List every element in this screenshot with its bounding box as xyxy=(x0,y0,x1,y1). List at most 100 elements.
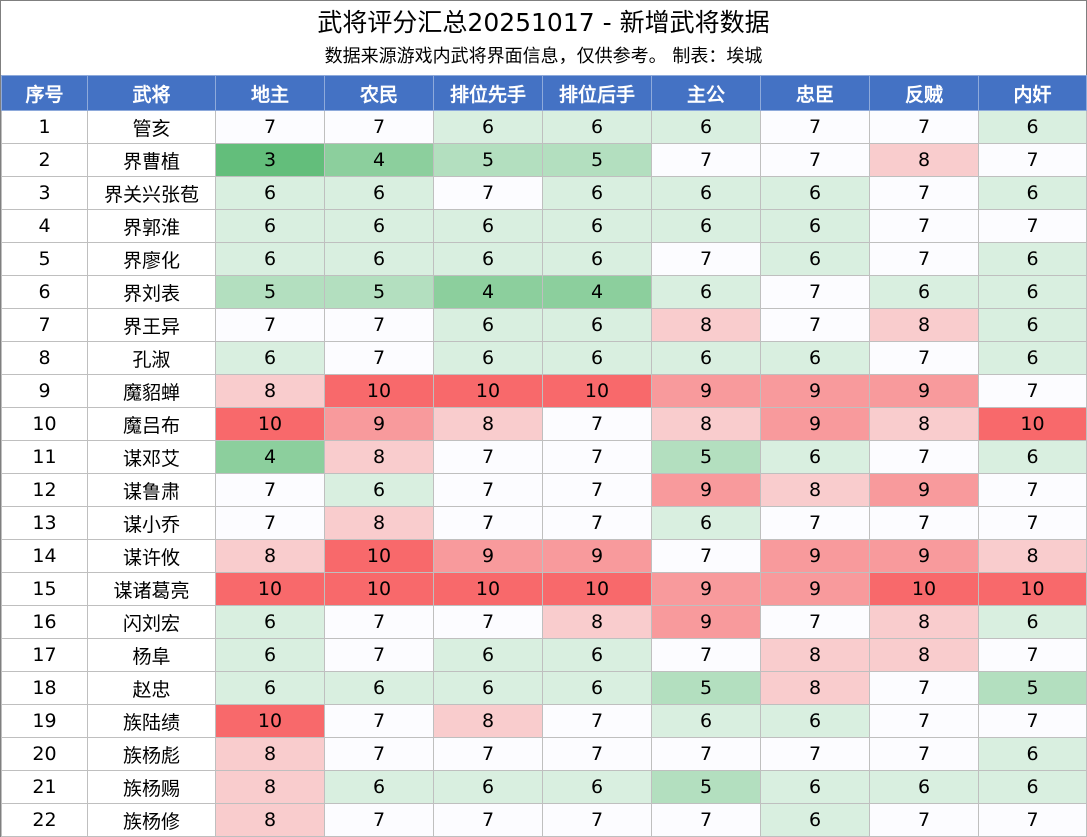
general-name-cell[interactable]: 魔貂蝉 xyxy=(87,374,216,408)
score-cell[interactable]: 6 xyxy=(651,110,761,144)
general-name-cell[interactable]: 谋邓艾 xyxy=(87,440,216,474)
score-cell[interactable]: 6 xyxy=(651,341,761,375)
score-cell[interactable]: 8 xyxy=(869,605,979,639)
score-cell[interactable]: 10 xyxy=(215,407,325,441)
score-cell[interactable]: 6 xyxy=(760,770,870,804)
row-number-cell[interactable]: 7 xyxy=(1,308,88,342)
score-cell[interactable]: 4 xyxy=(433,275,543,309)
score-cell[interactable]: 10 xyxy=(542,572,652,606)
score-cell[interactable]: 4 xyxy=(542,275,652,309)
score-cell[interactable]: 7 xyxy=(542,407,652,441)
score-cell[interactable]: 7 xyxy=(869,440,979,474)
score-cell[interactable]: 7 xyxy=(542,803,652,837)
score-cell[interactable]: 9 xyxy=(869,539,979,573)
score-cell[interactable]: 9 xyxy=(433,539,543,573)
general-name-cell[interactable]: 谋小乔 xyxy=(87,506,216,540)
score-cell[interactable]: 6 xyxy=(869,770,979,804)
score-cell[interactable]: 8 xyxy=(869,638,979,672)
score-cell[interactable]: 6 xyxy=(542,110,652,144)
general-name-cell[interactable]: 魔吕布 xyxy=(87,407,216,441)
row-number-cell[interactable]: 13 xyxy=(1,506,88,540)
score-cell[interactable]: 7 xyxy=(215,473,325,507)
column-header[interactable]: 反贼 xyxy=(869,75,979,111)
general-name-cell[interactable]: 族杨修 xyxy=(87,803,216,837)
score-cell[interactable]: 8 xyxy=(651,308,761,342)
score-cell[interactable]: 7 xyxy=(869,209,979,243)
score-cell[interactable]: 7 xyxy=(978,704,1087,738)
score-cell[interactable]: 6 xyxy=(760,803,870,837)
score-cell[interactable]: 5 xyxy=(651,770,761,804)
score-cell[interactable]: 10 xyxy=(542,374,652,408)
score-cell[interactable]: 9 xyxy=(760,374,870,408)
score-cell[interactable]: 6 xyxy=(542,176,652,210)
score-cell[interactable]: 7 xyxy=(542,704,652,738)
score-cell[interactable]: 7 xyxy=(869,110,979,144)
score-cell[interactable]: 6 xyxy=(978,242,1087,276)
score-cell[interactable]: 10 xyxy=(215,572,325,606)
score-cell[interactable]: 8 xyxy=(215,803,325,837)
score-cell[interactable]: 9 xyxy=(651,605,761,639)
row-number-cell[interactable]: 22 xyxy=(1,803,88,837)
column-header[interactable]: 武将 xyxy=(87,75,216,111)
score-cell[interactable]: 10 xyxy=(324,572,434,606)
score-cell[interactable]: 8 xyxy=(542,605,652,639)
score-cell[interactable]: 7 xyxy=(760,275,870,309)
score-cell[interactable]: 7 xyxy=(542,440,652,474)
score-cell[interactable]: 9 xyxy=(651,374,761,408)
score-cell[interactable]: 7 xyxy=(651,242,761,276)
score-cell[interactable]: 7 xyxy=(651,143,761,177)
score-cell[interactable]: 6 xyxy=(433,308,543,342)
general-name-cell[interactable]: 谋诸葛亮 xyxy=(87,572,216,606)
score-cell[interactable]: 6 xyxy=(651,209,761,243)
score-cell[interactable]: 6 xyxy=(433,209,543,243)
score-cell[interactable]: 8 xyxy=(433,407,543,441)
score-cell[interactable]: 7 xyxy=(869,737,979,771)
row-number-cell[interactable]: 10 xyxy=(1,407,88,441)
score-cell[interactable]: 6 xyxy=(542,671,652,705)
score-cell[interactable]: 6 xyxy=(324,209,434,243)
row-number-cell[interactable]: 5 xyxy=(1,242,88,276)
general-name-cell[interactable]: 闪刘宏 xyxy=(87,605,216,639)
score-cell[interactable]: 8 xyxy=(978,539,1087,573)
score-cell[interactable]: 8 xyxy=(869,143,979,177)
score-cell[interactable]: 4 xyxy=(324,143,434,177)
score-cell[interactable]: 9 xyxy=(542,539,652,573)
row-number-cell[interactable]: 6 xyxy=(1,275,88,309)
score-cell[interactable]: 7 xyxy=(651,803,761,837)
score-cell[interactable]: 10 xyxy=(869,572,979,606)
score-cell[interactable]: 8 xyxy=(651,407,761,441)
score-cell[interactable]: 8 xyxy=(869,407,979,441)
score-cell[interactable]: 7 xyxy=(869,803,979,837)
row-number-cell[interactable]: 16 xyxy=(1,605,88,639)
score-cell[interactable]: 9 xyxy=(651,572,761,606)
score-cell[interactable]: 9 xyxy=(324,407,434,441)
score-cell[interactable]: 6 xyxy=(542,638,652,672)
column-header[interactable]: 序号 xyxy=(1,75,88,111)
score-cell[interactable]: 6 xyxy=(215,176,325,210)
score-cell[interactable]: 6 xyxy=(215,242,325,276)
score-cell[interactable]: 6 xyxy=(324,242,434,276)
score-cell[interactable]: 8 xyxy=(869,308,979,342)
score-cell[interactable]: 10 xyxy=(433,572,543,606)
score-cell[interactable]: 7 xyxy=(215,506,325,540)
score-cell[interactable]: 7 xyxy=(978,209,1087,243)
score-cell[interactable]: 5 xyxy=(433,143,543,177)
row-number-cell[interactable]: 9 xyxy=(1,374,88,408)
score-cell[interactable]: 7 xyxy=(433,176,543,210)
score-cell[interactable]: 7 xyxy=(869,242,979,276)
score-cell[interactable]: 6 xyxy=(651,506,761,540)
score-cell[interactable]: 7 xyxy=(978,143,1087,177)
score-cell[interactable]: 7 xyxy=(542,473,652,507)
score-cell[interactable]: 6 xyxy=(651,275,761,309)
score-cell[interactable]: 9 xyxy=(760,539,870,573)
score-cell[interactable]: 5 xyxy=(542,143,652,177)
score-cell[interactable]: 6 xyxy=(978,770,1087,804)
score-cell[interactable]: 6 xyxy=(215,605,325,639)
score-cell[interactable]: 8 xyxy=(215,539,325,573)
row-number-cell[interactable]: 1 xyxy=(1,110,88,144)
score-cell[interactable]: 6 xyxy=(542,341,652,375)
general-name-cell[interactable]: 管亥 xyxy=(87,110,216,144)
score-cell[interactable]: 8 xyxy=(215,374,325,408)
score-cell[interactable]: 7 xyxy=(324,341,434,375)
column-header[interactable]: 忠臣 xyxy=(760,75,870,111)
